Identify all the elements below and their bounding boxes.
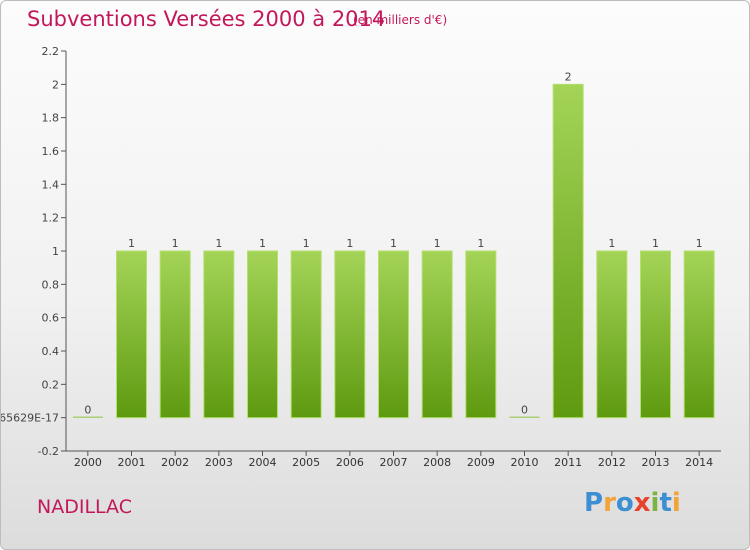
- x-tick-label-2013: 2013: [642, 456, 670, 469]
- value-label-2013: 1: [652, 237, 659, 250]
- y-tick-label: 1.4: [42, 178, 60, 191]
- x-tick-label-2010: 2010: [511, 456, 539, 469]
- value-label-2005: 1: [303, 237, 310, 250]
- y-tick-label: 2.2: [42, 45, 60, 58]
- bar-2001: [116, 250, 147, 419]
- bar-2008: [421, 250, 453, 419]
- y-tick-label: 0.8: [42, 278, 60, 291]
- proxiti-logo[interactable]: Proxiti: [584, 488, 681, 518]
- value-label-2010: 0: [521, 404, 528, 417]
- bar-2013: [640, 250, 671, 419]
- bar-2003: [203, 250, 235, 419]
- chart-labels: 2000 0 2001 1 2002 1 2003 1 2004 1 2005 1 2006 1 2007 1…: [74, 70, 713, 469]
- value-label-2004: 1: [259, 237, 266, 250]
- x-tick-label-2001: 2001: [118, 456, 146, 469]
- value-label-2008: 1: [434, 237, 441, 250]
- logo-letter: i: [650, 488, 660, 518]
- x-tick-label-2007: 2007: [380, 456, 408, 469]
- chart-subtitle: (en milliers d'€): [353, 13, 448, 27]
- value-label-2012: 1: [608, 237, 615, 250]
- y-tick-label: -1.5265629E-17: [1, 412, 59, 425]
- commune-name: NADILLAC: [37, 496, 132, 518]
- logo-letter: o: [615, 488, 634, 518]
- x-tick-label-2005: 2005: [292, 456, 320, 469]
- x-tick-label-2003: 2003: [205, 456, 233, 469]
- chart-bars: [72, 83, 715, 419]
- bar-2000: [72, 416, 103, 418]
- y-tick-label: 0.6: [42, 312, 60, 325]
- x-tick-label-2011: 2011: [554, 456, 582, 469]
- y-tick-label: 1: [52, 245, 59, 258]
- value-label-2009: 1: [477, 237, 484, 250]
- logo-letter: i: [671, 488, 681, 518]
- x-tick-label-2014: 2014: [685, 456, 713, 469]
- logo-letter: r: [603, 488, 616, 518]
- logo-letter: x: [633, 488, 651, 518]
- value-label-2014: 1: [696, 237, 703, 250]
- x-tick-label-2012: 2012: [598, 456, 626, 469]
- bar-2014: [683, 250, 715, 419]
- bar-2009: [465, 250, 497, 419]
- bar-2002: [159, 250, 191, 419]
- bar-2004: [247, 250, 278, 419]
- x-tick-label-2009: 2009: [467, 456, 495, 469]
- bar-2007: [378, 250, 409, 419]
- x-tick-label-2000: 2000: [74, 456, 102, 469]
- logo-letter: P: [584, 488, 604, 518]
- x-tick-label-2004: 2004: [249, 456, 277, 469]
- y-tick-label: 1.2: [42, 212, 60, 225]
- value-label-2001: 1: [128, 237, 135, 250]
- value-label-2003: 1: [215, 237, 222, 250]
- x-tick-label-2008: 2008: [423, 456, 451, 469]
- logo-letter: t: [659, 488, 672, 518]
- value-label-2007: 1: [390, 237, 397, 250]
- bar-2012: [596, 250, 628, 419]
- bar-2005: [290, 250, 322, 419]
- value-label-2011: 2: [565, 70, 572, 83]
- bar-2010: [509, 416, 540, 418]
- y-tick-label: 0.2: [42, 378, 60, 391]
- value-label-2006: 1: [346, 237, 353, 250]
- bar-2011: [552, 83, 584, 419]
- y-tick-label: 0.4: [42, 345, 60, 358]
- bar-2006: [334, 250, 366, 419]
- x-tick-label-2002: 2002: [161, 456, 189, 469]
- chart-axes: -0.2 -1.5265629E-17 0.2 0.4 0.6 0.8 1 1.2 1.4 1.6…: [1, 45, 721, 458]
- y-tick-label: -0.2: [38, 445, 59, 458]
- y-tick-label: 2: [52, 78, 59, 91]
- x-tick-label-2006: 2006: [336, 456, 364, 469]
- y-tick-label: 1.8: [42, 112, 60, 125]
- value-label-2002: 1: [172, 237, 179, 250]
- y-tick-label: 1.6: [42, 145, 60, 158]
- chart-title: Subventions Versées 2000 à 2014: [27, 7, 386, 31]
- value-label-2000: 0: [84, 404, 91, 417]
